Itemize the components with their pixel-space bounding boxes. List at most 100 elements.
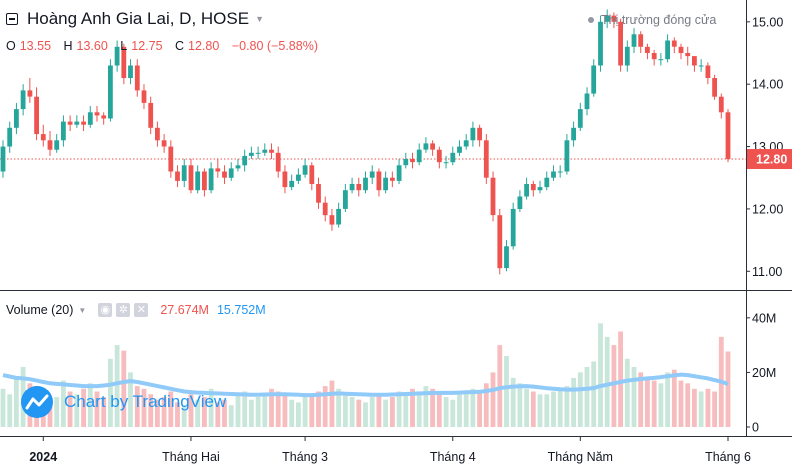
candle xyxy=(74,115,80,128)
volume-bar xyxy=(577,372,583,427)
candle xyxy=(718,93,724,119)
volume-bar xyxy=(584,367,590,427)
candle-body xyxy=(282,171,288,188)
ohlc-close-value: 12.80 xyxy=(188,39,220,53)
candle xyxy=(188,159,194,194)
candle-body xyxy=(530,184,536,191)
ohlc-high-value: 13.60 xyxy=(76,39,108,53)
volume-bar xyxy=(47,402,53,427)
candle-body xyxy=(235,165,241,169)
volume-bar xyxy=(114,345,120,427)
candle xyxy=(356,177,362,197)
chevron-down-icon[interactable]: ▼ xyxy=(78,305,87,315)
volume-bar xyxy=(383,399,388,427)
volume-bar xyxy=(376,394,382,428)
candle-body xyxy=(403,159,409,166)
candle-body xyxy=(14,109,19,128)
candle xyxy=(134,59,140,97)
candle-body xyxy=(0,146,6,172)
symbol-title[interactable]: Hoàng Anh Gia Lai, D, HOSE xyxy=(27,9,250,28)
eye-icon[interactable]: ◉ xyxy=(98,303,113,317)
candle-body xyxy=(557,171,563,173)
candle xyxy=(81,115,86,131)
candle-body xyxy=(94,112,100,116)
close-icon[interactable]: ✕ xyxy=(134,303,149,317)
candle xyxy=(665,34,670,63)
candle-body xyxy=(624,46,630,66)
volume-bar xyxy=(329,380,335,427)
volume-bar xyxy=(148,394,154,428)
candle xyxy=(269,143,274,159)
time-tick-label: 2024 xyxy=(29,450,57,464)
candle-body xyxy=(27,90,33,97)
candle-body xyxy=(40,134,46,141)
volume-bar xyxy=(195,399,201,427)
candle-body xyxy=(343,190,348,209)
volume-bar xyxy=(188,394,194,428)
candle-body xyxy=(275,152,281,172)
volume-bar xyxy=(436,394,442,428)
volume-bar xyxy=(517,383,523,427)
candle xyxy=(0,140,6,178)
candle-body xyxy=(698,65,704,67)
candle xyxy=(121,43,127,85)
time-tick-label: Tháng Hai xyxy=(162,450,220,464)
candle-body xyxy=(430,143,435,150)
volume-bar xyxy=(390,397,395,427)
candle xyxy=(376,168,382,197)
volume-bar xyxy=(490,372,496,427)
candle xyxy=(624,40,630,72)
candle-body xyxy=(665,40,670,60)
volume-bar xyxy=(504,356,509,427)
collapse-legend-icon[interactable] xyxy=(6,13,18,25)
candle-body xyxy=(329,215,335,225)
volume-bar xyxy=(557,388,563,427)
candle xyxy=(517,190,523,212)
time-tick-label: Tháng 4 xyxy=(430,450,476,464)
candle xyxy=(222,165,227,184)
candle xyxy=(155,121,160,147)
candle-body xyxy=(712,78,717,97)
candle-body xyxy=(322,202,328,216)
candle xyxy=(40,124,46,147)
volume-bar xyxy=(443,397,449,427)
candle xyxy=(87,106,93,128)
candle-body xyxy=(296,174,301,181)
volume-bar xyxy=(74,394,80,428)
candle-body xyxy=(262,149,268,153)
candle xyxy=(544,171,550,191)
candle-body xyxy=(692,56,697,66)
candle-body xyxy=(175,171,180,181)
candle xyxy=(108,59,113,122)
settings-icon[interactable]: ✲ xyxy=(116,303,131,317)
volume-bar xyxy=(544,394,550,428)
candle-body xyxy=(450,152,456,163)
candle-body xyxy=(195,171,201,191)
volume-bar xyxy=(121,350,127,427)
candle xyxy=(443,155,449,169)
candle xyxy=(383,171,388,194)
candle-body xyxy=(101,115,107,119)
candle xyxy=(423,137,429,153)
candle xyxy=(497,208,503,275)
candle xyxy=(463,134,469,150)
candle-body xyxy=(631,34,637,47)
candle xyxy=(181,159,187,188)
candle-body xyxy=(20,90,26,110)
candle-body xyxy=(423,143,429,150)
volume-bar xyxy=(396,391,402,427)
candle xyxy=(249,146,254,159)
candle xyxy=(524,177,529,200)
candle xyxy=(7,121,13,153)
chevron-down-icon[interactable]: ▼ xyxy=(255,14,264,24)
candle xyxy=(584,87,590,116)
volume-bar xyxy=(624,358,630,427)
candle xyxy=(302,159,308,178)
candle-body xyxy=(134,65,140,91)
volume-bar xyxy=(155,399,160,427)
tradingview-watermark[interactable]: Chart by TradingView xyxy=(20,385,226,419)
candle xyxy=(712,74,717,100)
volume-label[interactable]: Volume (20) xyxy=(6,303,74,317)
